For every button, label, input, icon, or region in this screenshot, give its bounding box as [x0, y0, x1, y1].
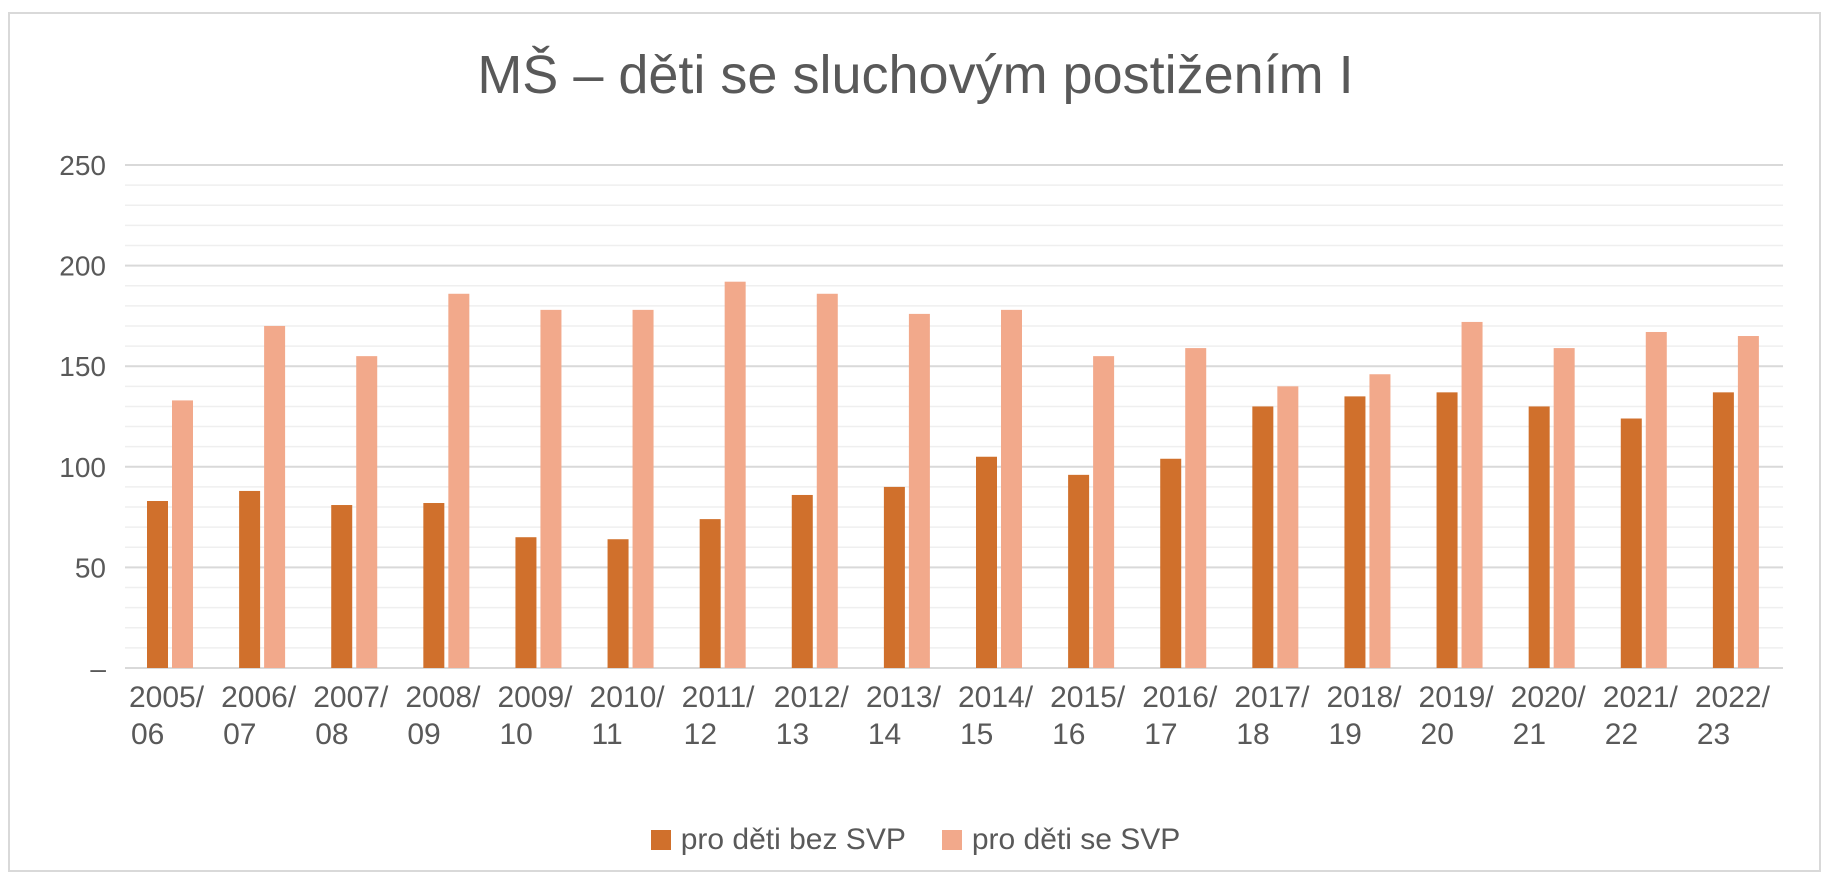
x-tick-label: 2010/: [590, 681, 666, 714]
y-tick-label: 150: [59, 351, 106, 382]
bar-bez-svp: [1344, 396, 1366, 668]
x-tick-label: 15: [960, 718, 993, 751]
x-tick-label: 13: [776, 718, 809, 751]
bar-bez-svp: [239, 490, 261, 668]
bar-bez-svp: [1252, 406, 1274, 668]
bar-se-svp: [448, 293, 470, 668]
x-tick-label: 09: [407, 718, 440, 751]
x-tick-label: 14: [868, 718, 901, 751]
x-tick-label: 20: [1421, 718, 1454, 751]
bar-se-svp: [540, 309, 562, 668]
bar-se-svp: [632, 309, 654, 668]
y-tick-label: 250: [59, 150, 106, 181]
x-tick-label: 2011/: [682, 681, 756, 714]
legend-swatch-se-svp: [941, 830, 962, 850]
legend-item-bez-svp: pro děti bez SVP: [650, 823, 906, 857]
bar-se-svp: [1001, 309, 1022, 668]
legend-swatch-bez-svp: [650, 830, 671, 850]
legend-label-se-svp: pro děti se SVP: [971, 823, 1181, 856]
bar-se-svp: [1553, 348, 1575, 668]
bar-se-svp: [172, 400, 193, 668]
bar-bez-svp: [1620, 418, 1642, 668]
bar-bez-svp: [883, 486, 905, 668]
x-tick-label: 2020/: [1511, 681, 1587, 714]
x-tick-label: 17: [1144, 718, 1177, 751]
y-tick-label: 50: [75, 552, 106, 583]
bar-bez-svp: [607, 539, 629, 668]
x-tick-label: 2009/: [497, 681, 573, 714]
bar-se-svp: [816, 293, 838, 668]
x-tick-label: 18: [1236, 718, 1269, 751]
bar-bez-svp: [976, 456, 997, 668]
x-tick-label: 2021/: [1603, 681, 1679, 714]
bar-se-svp: [356, 356, 378, 668]
x-tick-label: 2008/: [405, 681, 481, 714]
x-tick-label: 2013/: [866, 681, 942, 714]
bar-se-svp: [1369, 374, 1391, 668]
bar-se-svp: [1737, 336, 1759, 668]
legend-label-bez-svp: pro děti bez SVP: [680, 823, 906, 856]
x-tick-label: 2018/: [1326, 681, 1402, 714]
y-tick-label: –: [90, 653, 106, 684]
legend-item-se-svp: pro děti se SVP: [941, 823, 1181, 857]
legend: pro děti bez SVP pro děti se SVP: [0, 823, 1831, 857]
x-tick-label: 10: [499, 718, 532, 751]
x-tick-label: 2014/: [958, 681, 1034, 714]
bar-bez-svp: [331, 505, 353, 668]
x-tick-label: 2019/: [1419, 681, 1495, 714]
x-tick-label: 2007/: [313, 681, 389, 714]
bar-bez-svp: [1068, 474, 1090, 668]
y-tick-label: 100: [59, 452, 106, 483]
bar-se-svp: [1277, 386, 1299, 668]
x-tick-label: 23: [1697, 718, 1730, 751]
bar-bez-svp: [515, 537, 537, 668]
x-tick-label: 12: [684, 718, 717, 751]
x-tick-label: 07: [223, 718, 256, 751]
bar-bez-svp: [147, 501, 168, 668]
x-tick-label: 2005/: [129, 681, 205, 714]
x-tick-label: 2015/: [1050, 681, 1126, 714]
x-tick-label: 21: [1513, 718, 1546, 751]
x-tick-label: 19: [1328, 718, 1361, 751]
chart-title: MŠ – děti se sluchovým postižením I: [477, 45, 1354, 105]
bar-se-svp: [724, 281, 746, 668]
x-tick-label: 06: [131, 718, 164, 751]
bar-se-svp: [1645, 331, 1667, 668]
x-tick-label: 2016/: [1142, 681, 1218, 714]
x-tick-label: 22: [1605, 718, 1638, 751]
x-tick-label: 2012/: [774, 681, 850, 714]
bar-bez-svp: [791, 494, 813, 668]
bar-bez-svp: [1712, 392, 1734, 668]
bar-bez-svp: [423, 503, 445, 668]
x-tick-label: 2017/: [1234, 681, 1310, 714]
x-tick-label: 08: [315, 718, 348, 751]
bar-bez-svp: [699, 519, 721, 668]
bar-se-svp: [1185, 348, 1207, 668]
bar-bez-svp: [1436, 392, 1458, 668]
bar-bez-svp: [1528, 406, 1550, 668]
x-tick-label: 2022/: [1695, 681, 1771, 714]
bar-se-svp: [264, 325, 286, 668]
y-tick-label: 200: [59, 251, 106, 282]
x-tick-label: 16: [1052, 718, 1085, 751]
bar-se-svp: [1093, 356, 1115, 668]
bar-bez-svp: [1160, 458, 1182, 668]
bar-se-svp: [908, 313, 930, 668]
x-tick-label: 11: [592, 718, 623, 751]
bar-se-svp: [1461, 321, 1483, 668]
x-tick-label: 2006/: [221, 681, 297, 714]
